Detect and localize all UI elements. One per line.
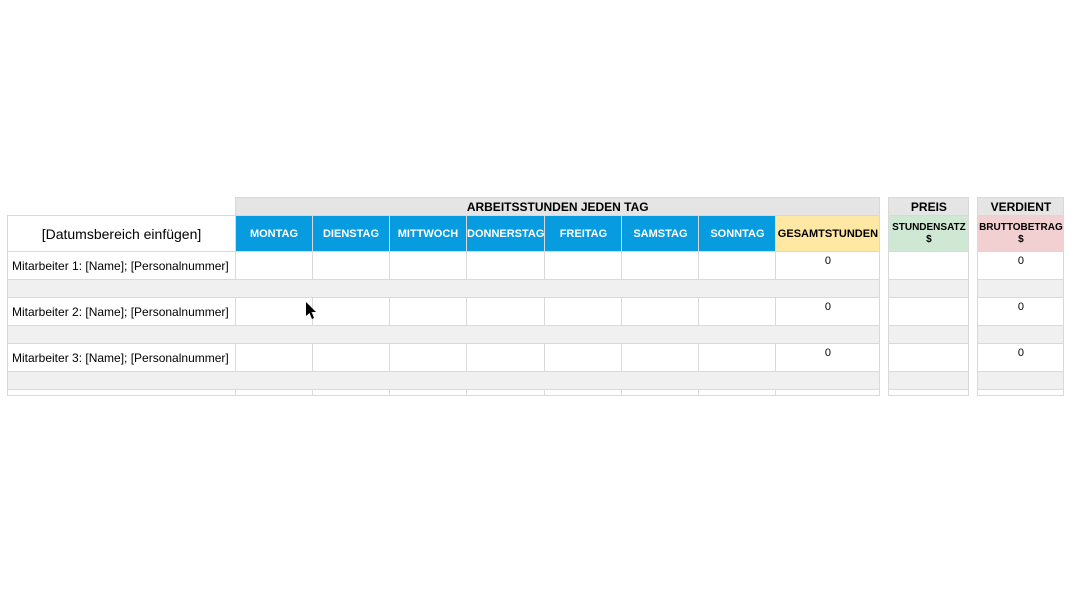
table-row: Mitarbeiter 3: [Name]; [Personalnummer] … [8, 344, 1064, 372]
group-header-hours: ARBEITSSTUNDEN JEDEN TAG [236, 198, 880, 216]
day-header-tue: DIENSTAG [313, 216, 390, 252]
rate-cell[interactable] [889, 298, 969, 326]
day-header-sat: SAMSTAG [622, 216, 699, 252]
hours-cell[interactable] [467, 298, 545, 326]
hours-cell[interactable] [699, 298, 776, 326]
blank-cell [8, 198, 236, 216]
total-hours-cell: 0 [776, 252, 880, 280]
hours-cell[interactable] [236, 252, 313, 280]
hours-cell[interactable] [622, 298, 699, 326]
hours-cell[interactable] [622, 252, 699, 280]
rate-header-line2: $ [889, 234, 968, 246]
hours-cell[interactable] [545, 298, 622, 326]
day-header-mon: MONTAG [236, 216, 313, 252]
total-hours-cell: 0 [776, 344, 880, 372]
gross-cell: 0 [978, 298, 1064, 326]
rate-header: STUNDENSATZ $ [889, 216, 969, 252]
total-hours-cell: 0 [776, 298, 880, 326]
employee-label[interactable]: Mitarbeiter 3: [Name]; [Personalnummer] [8, 344, 236, 372]
hours-cell[interactable] [545, 344, 622, 372]
hours-cell[interactable] [236, 298, 313, 326]
hours-cell[interactable] [467, 344, 545, 372]
group-header-price: PREIS [889, 198, 969, 216]
hours-cell[interactable] [390, 298, 467, 326]
group-header-row: ARBEITSSTUNDEN JEDEN TAG PREIS VERDIENT [8, 198, 1064, 216]
date-range-cell[interactable]: [Datumsbereich einfügen] [8, 216, 236, 252]
hours-cell[interactable] [699, 252, 776, 280]
timesheet-table: ARBEITSSTUNDEN JEDEN TAG PREIS VERDIENT … [7, 197, 1073, 396]
column-header-row: [Datumsbereich einfügen] MONTAG DIENSTAG… [8, 216, 1064, 252]
spacer-row [8, 372, 1064, 390]
day-header-fri: FREITAG [545, 216, 622, 252]
column-gap [969, 198, 978, 216]
hours-cell[interactable] [313, 344, 390, 372]
hours-cell[interactable] [313, 252, 390, 280]
gross-cell: 0 [978, 344, 1064, 372]
column-gap [880, 198, 889, 216]
employee-label[interactable]: Mitarbeiter 1: [Name]; [Personalnummer] [8, 252, 236, 280]
day-header-thu: DONNERSTAG [467, 216, 545, 252]
rate-cell[interactable] [889, 252, 969, 280]
day-header-sun: SONNTAG [699, 216, 776, 252]
employee-label[interactable]: Mitarbeiter 2: [Name]; [Personalnummer] [8, 298, 236, 326]
hours-cell[interactable] [313, 298, 390, 326]
hours-cell[interactable] [467, 252, 545, 280]
rate-header-line1: STUNDENSATZ [889, 222, 968, 234]
day-header-wed: MITTWOCH [390, 216, 467, 252]
hours-cell[interactable] [699, 344, 776, 372]
gross-header: BRUTTOBETRAG $ [978, 216, 1064, 252]
table-row: Mitarbeiter 2: [Name]; [Personalnummer] … [8, 298, 1064, 326]
gross-cell: 0 [978, 252, 1064, 280]
group-header-earned: VERDIENT [978, 198, 1064, 216]
gross-header-line2: $ [978, 234, 1063, 246]
hours-cell[interactable] [390, 252, 467, 280]
hours-cell[interactable] [236, 344, 313, 372]
hours-cell[interactable] [545, 252, 622, 280]
table-row: Mitarbeiter 1: [Name]; [Personalnummer] … [8, 252, 1064, 280]
spacer-row [8, 326, 1064, 344]
gross-header-line1: BRUTTOBETRAG [978, 222, 1063, 234]
spacer-row [8, 280, 1064, 298]
hours-cell[interactable] [622, 344, 699, 372]
partial-next-row [8, 390, 1064, 396]
rate-cell[interactable] [889, 344, 969, 372]
hours-cell[interactable] [390, 344, 467, 372]
total-hours-header: GESAMTSTUNDEN [776, 216, 880, 252]
